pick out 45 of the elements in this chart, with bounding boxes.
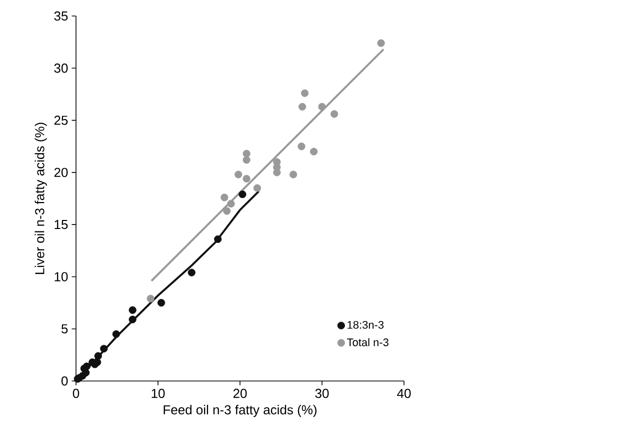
y-axis-title: Liver oil n-3 fatty acids (%) (34, 122, 47, 274)
point (146, 294, 154, 302)
point (112, 330, 120, 338)
x-axis-title: Feed oil n-3 fatty acids (%) (164, 404, 316, 417)
point (290, 170, 298, 178)
x-tick-label: 40 (397, 388, 411, 398)
point (188, 268, 196, 276)
y-tick-label: 25 (54, 116, 68, 125)
point (227, 200, 235, 208)
legend-label: Total n-3 (347, 338, 388, 346)
y-tick-label: 20 (54, 168, 68, 178)
x-tick-label: 30 (315, 388, 329, 398)
point (82, 362, 90, 370)
legend-label: 18:3n-3 (348, 320, 384, 329)
point (242, 174, 250, 182)
point (94, 352, 102, 360)
point (214, 235, 222, 243)
point (128, 316, 136, 324)
point (128, 306, 136, 314)
point (82, 368, 90, 376)
point (220, 194, 228, 202)
point (330, 110, 338, 118)
point (318, 102, 326, 111)
y-tick-label: 15 (54, 220, 68, 230)
point (300, 89, 309, 97)
point (377, 39, 385, 47)
x-tick-label: 20 (233, 388, 247, 398)
point (100, 344, 108, 352)
point (242, 156, 250, 164)
point (273, 168, 281, 176)
point (157, 298, 166, 307)
y-tick-label: 35 (54, 11, 68, 21)
y-tick-label: 30 (54, 64, 68, 73)
point (298, 142, 306, 150)
point (310, 148, 318, 156)
point (253, 184, 262, 192)
x-tick-label: 10 (152, 388, 165, 398)
point (238, 190, 246, 198)
point (234, 170, 242, 178)
x-tick-label: 0 (72, 388, 80, 398)
y-tick-label: 10 (54, 272, 68, 282)
y-tick-label: 5 (61, 324, 68, 334)
point (298, 102, 306, 111)
y-tick-label: 0 (61, 376, 68, 386)
point (223, 207, 231, 215)
